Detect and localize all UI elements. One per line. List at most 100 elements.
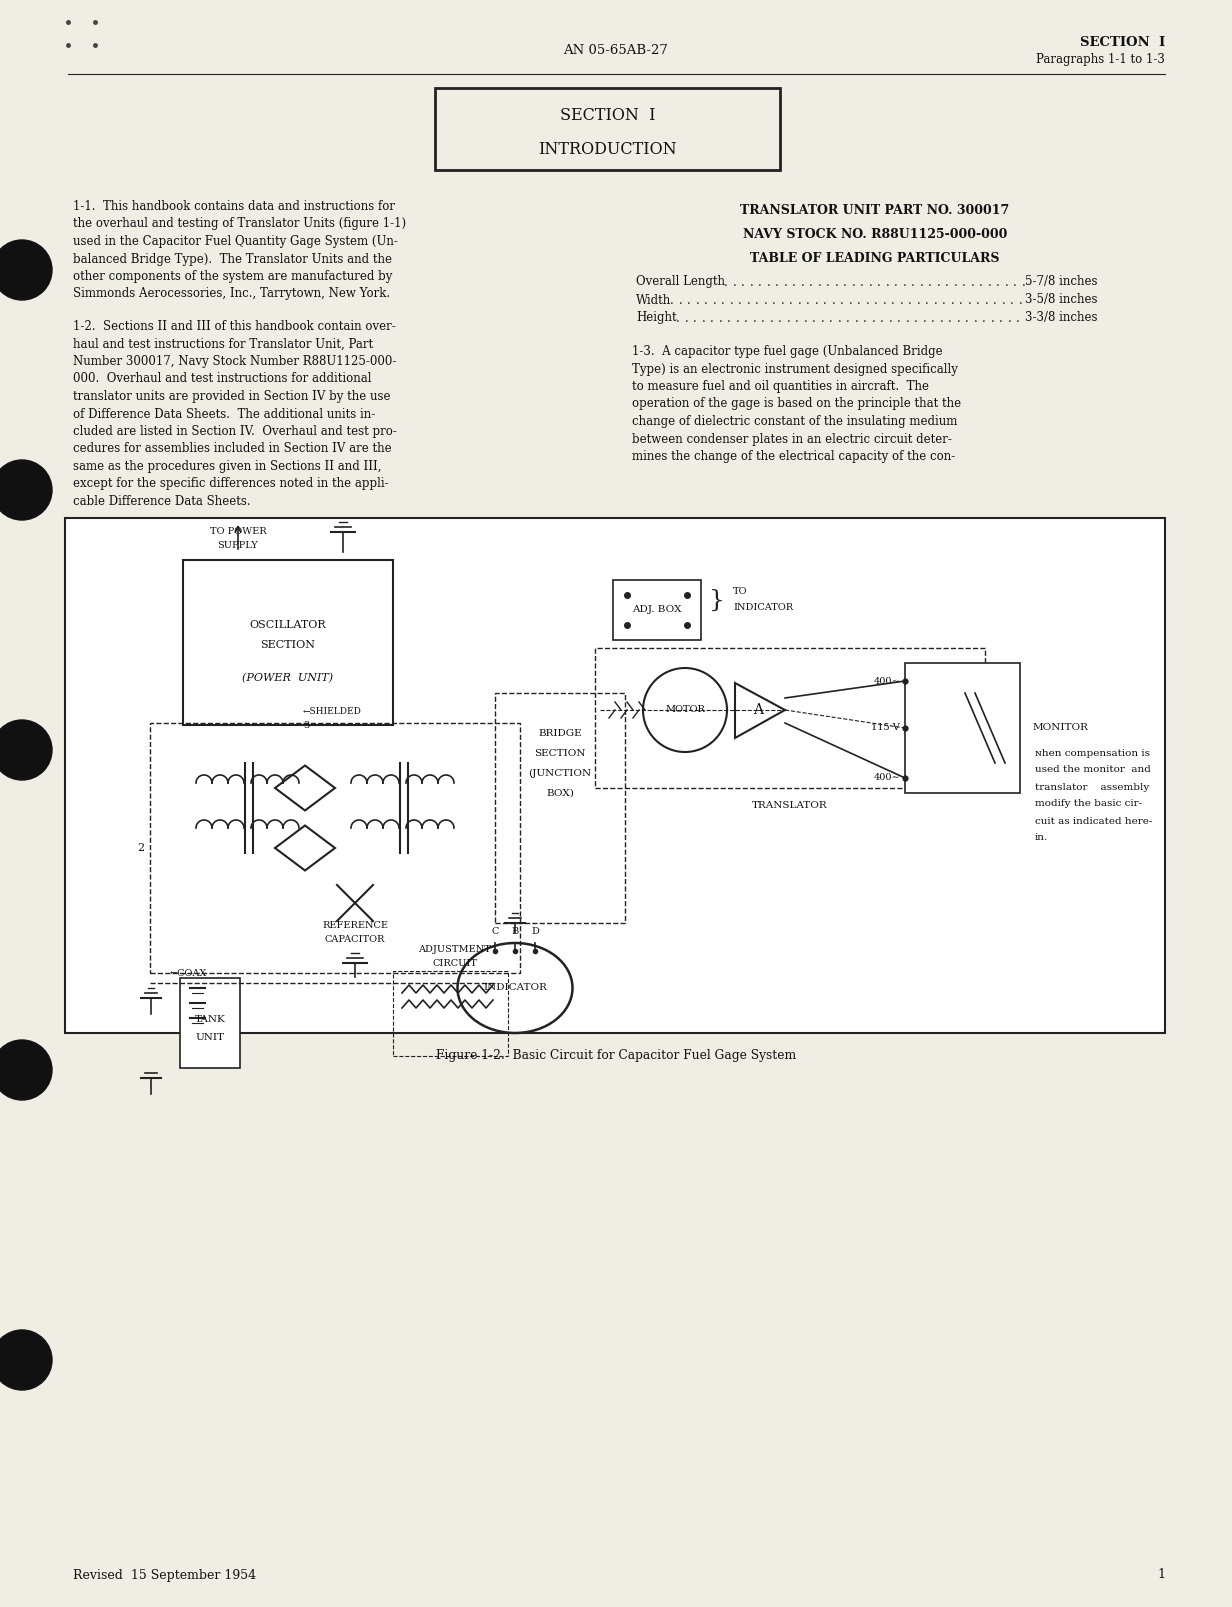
- Text: .: .: [710, 312, 713, 325]
- Text: .: .: [1019, 294, 1023, 307]
- Text: }: }: [708, 588, 724, 612]
- Text: .: .: [701, 312, 705, 325]
- Text: .: .: [670, 294, 674, 307]
- Text: cuit as indicated here-: cuit as indicated here-: [1035, 816, 1152, 826]
- Text: .: .: [733, 275, 737, 289]
- Text: .: .: [749, 275, 753, 289]
- Text: .: .: [724, 275, 728, 289]
- Text: (POWER  UNIT): (POWER UNIT): [243, 673, 334, 683]
- Text: .: .: [914, 312, 918, 325]
- Text: 115 V: 115 V: [871, 723, 901, 733]
- Text: .: .: [712, 294, 716, 307]
- Text: .: .: [795, 312, 798, 325]
- Text: .: .: [777, 312, 782, 325]
- Text: .: .: [729, 294, 733, 307]
- Text: used the monitor  and: used the monitor and: [1035, 765, 1151, 775]
- Circle shape: [0, 720, 52, 779]
- Text: .: .: [899, 294, 903, 307]
- Text: .: .: [910, 275, 914, 289]
- Text: .: .: [809, 275, 813, 289]
- Text: .: .: [877, 275, 881, 289]
- Text: .: .: [962, 275, 966, 289]
- Text: .: .: [971, 275, 975, 289]
- Text: TRANSLATOR UNIT PART NO. 300017: TRANSLATOR UNIT PART NO. 300017: [740, 204, 1010, 217]
- Text: REFERENCE: REFERENCE: [322, 921, 388, 930]
- Text: MONITOR: MONITOR: [1032, 723, 1088, 733]
- Text: .: .: [855, 312, 859, 325]
- Text: .: .: [993, 294, 997, 307]
- Text: .: .: [919, 275, 923, 289]
- Text: 400∼: 400∼: [873, 677, 901, 686]
- Text: .: .: [792, 275, 796, 289]
- Text: Paragraphs 1-1 to 1-3: Paragraphs 1-1 to 1-3: [1036, 53, 1165, 66]
- Text: .: .: [818, 275, 822, 289]
- Text: .: .: [965, 312, 968, 325]
- Text: .: .: [984, 294, 988, 307]
- Text: .: .: [945, 275, 949, 289]
- Text: UNIT: UNIT: [196, 1033, 224, 1043]
- Text: TRANSLATOR: TRANSLATOR: [753, 802, 828, 810]
- Text: NAVY STOCK NO. R88U1125-000-000: NAVY STOCK NO. R88U1125-000-000: [743, 228, 1008, 241]
- Text: .: .: [1002, 294, 1005, 307]
- Text: CAPACITOR: CAPACITOR: [325, 935, 386, 945]
- Text: .: .: [1008, 312, 1011, 325]
- Text: 1-2.  Sections II and III of this handbook contain over-
haul and test instructi: 1-2. Sections II and III of this handboo…: [73, 320, 397, 508]
- Text: .: .: [880, 312, 883, 325]
- Circle shape: [0, 460, 52, 521]
- Text: D: D: [531, 927, 538, 935]
- Text: .: .: [947, 312, 952, 325]
- Text: .: .: [871, 312, 875, 325]
- Text: .: .: [801, 275, 804, 289]
- Text: .: .: [928, 275, 931, 289]
- Text: ADJUSTMENT: ADJUSTMENT: [419, 945, 492, 955]
- Text: .: .: [951, 294, 955, 307]
- Text: .: .: [956, 312, 960, 325]
- Text: .: .: [825, 275, 829, 289]
- Text: .: .: [886, 275, 890, 289]
- Circle shape: [0, 1040, 52, 1101]
- Text: .: .: [727, 312, 731, 325]
- Text: .: .: [775, 275, 779, 289]
- Text: 3-3/8 inches: 3-3/8 inches: [1025, 312, 1098, 325]
- Text: .: .: [738, 294, 742, 307]
- Text: .: .: [806, 294, 809, 307]
- Text: .: .: [925, 294, 929, 307]
- Text: CIRCUIT: CIRCUIT: [432, 959, 478, 969]
- Text: .: .: [766, 275, 770, 289]
- Text: .: .: [849, 294, 853, 307]
- Text: SECTION: SECTION: [535, 749, 585, 757]
- Text: .: .: [873, 294, 877, 307]
- Text: .: .: [744, 312, 748, 325]
- Text: .: .: [857, 294, 861, 307]
- Text: .: .: [903, 275, 907, 289]
- Circle shape: [0, 1331, 52, 1390]
- Text: .: .: [788, 294, 792, 307]
- Text: .: .: [758, 275, 761, 289]
- Text: .: .: [696, 294, 700, 307]
- Bar: [435, 88, 780, 170]
- Text: BRIDGE: BRIDGE: [538, 728, 582, 738]
- Text: .: .: [942, 294, 946, 307]
- Text: 1: 1: [1157, 1568, 1165, 1581]
- Text: AN 05-65AB-27: AN 05-65AB-27: [563, 43, 669, 56]
- Text: .: .: [703, 294, 707, 307]
- Text: .: .: [973, 312, 977, 325]
- Text: .: .: [958, 294, 962, 307]
- Text: .: .: [860, 275, 864, 289]
- Text: .: .: [1016, 312, 1020, 325]
- Text: BOX): BOX): [546, 789, 574, 797]
- Text: modify the basic cir-: modify the basic cir-: [1035, 800, 1142, 808]
- Text: .: .: [846, 312, 850, 325]
- Text: .: .: [995, 275, 999, 289]
- Text: .: .: [931, 312, 935, 325]
- Text: .: .: [843, 275, 846, 289]
- Text: .: .: [747, 294, 750, 307]
- Text: .: .: [999, 312, 1003, 325]
- Text: .: .: [906, 312, 909, 325]
- Text: .: .: [786, 312, 790, 325]
- Text: 3-5/8 inches: 3-5/8 inches: [1025, 294, 1098, 307]
- Text: .: .: [821, 312, 824, 325]
- Text: .: .: [1021, 275, 1025, 289]
- Text: .: .: [772, 294, 776, 307]
- Text: in.: in.: [1035, 834, 1048, 842]
